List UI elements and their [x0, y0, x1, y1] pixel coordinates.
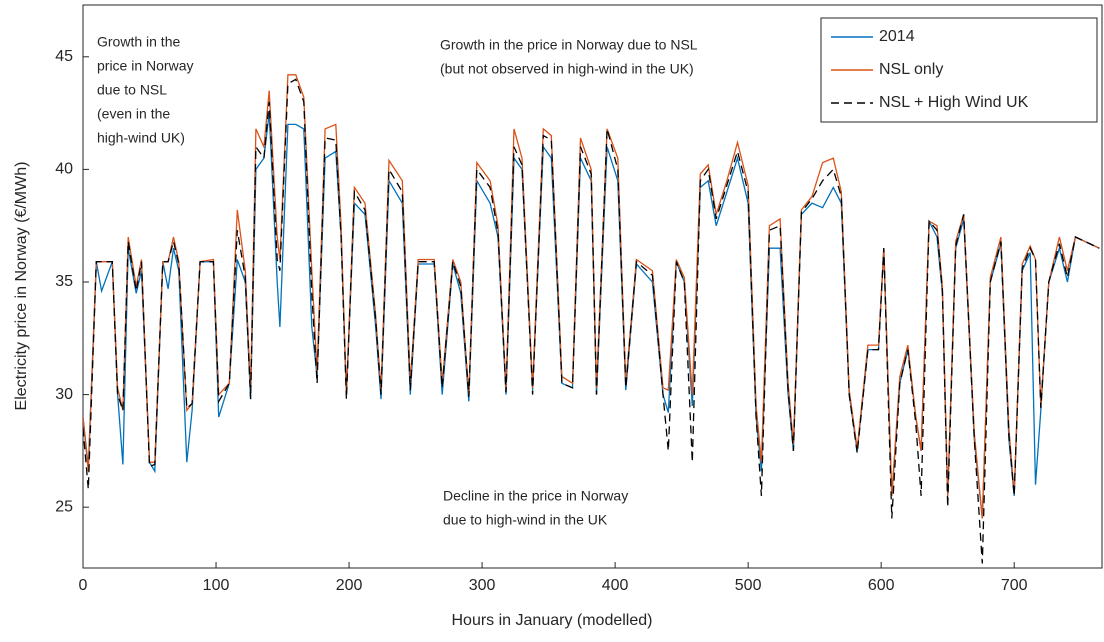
x-tick-label: 300	[469, 577, 496, 594]
annotation-text: (but not observed in high-wind in the UK…	[440, 61, 694, 77]
annotation-text: high-wind UK)	[97, 130, 185, 146]
annotation-text: Growth in the	[97, 34, 180, 50]
x-tick-label: 400	[602, 577, 629, 594]
series-line	[83, 74, 1100, 519]
y-axis-title: Electricity price in Norway (€/MWh)	[13, 162, 30, 411]
x-tick-label: 100	[203, 577, 230, 594]
y-tick-label: 25	[55, 498, 73, 515]
x-tick-label: 600	[868, 577, 895, 594]
annotation-text: Growth in the price in Norway due to NSL	[440, 37, 698, 53]
annotation-text: price in Norway	[97, 58, 193, 74]
y-tick-label: 35	[55, 273, 73, 290]
x-tick-label: 700	[1001, 577, 1028, 594]
legend-label: NSL only	[879, 61, 943, 78]
legend-label: NSL + High Wind UK	[879, 94, 1029, 111]
annotation-text: due to high-wind in the UK	[443, 512, 608, 528]
series-line	[83, 78, 1100, 564]
annotation-text: due to NSL	[97, 82, 167, 98]
y-tick-label: 30	[55, 386, 73, 403]
x-tick-label: 500	[735, 577, 762, 594]
x-axis-title: Hours in January (modelled)	[452, 612, 653, 629]
y-tick-label: 45	[55, 48, 73, 65]
x-tick-label: 0	[79, 577, 88, 594]
annotation-text: Decline in the price in Norway	[443, 488, 628, 504]
annotation-text: (even in the	[97, 106, 170, 122]
legend-label: 2014	[879, 28, 915, 45]
x-tick-label: 200	[336, 577, 363, 594]
y-tick-label: 40	[55, 161, 73, 178]
